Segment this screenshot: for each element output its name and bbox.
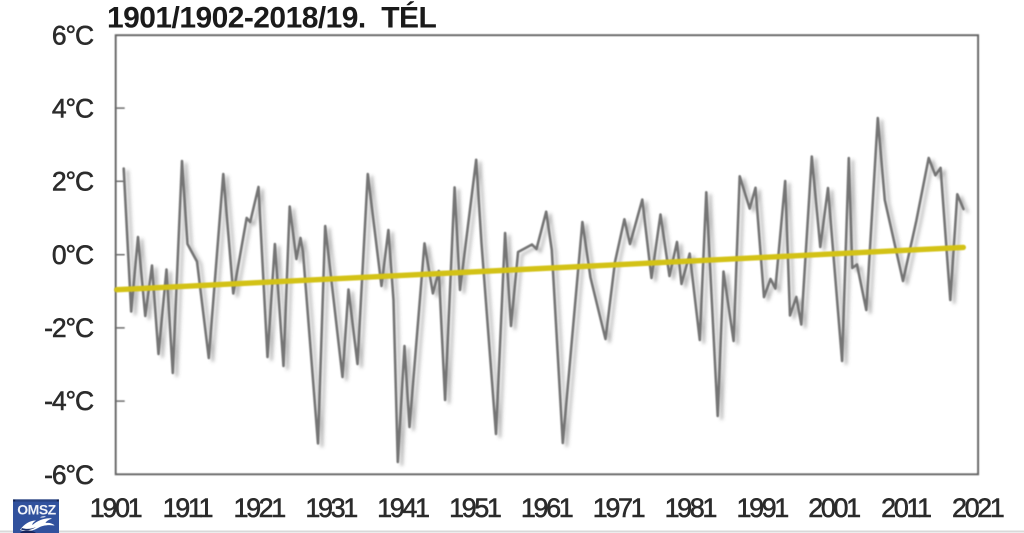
svg-text:OMSZ: OMSZ — [17, 502, 56, 518]
svg-text:1941: 1941 — [377, 493, 429, 523]
svg-text:1911: 1911 — [163, 493, 213, 523]
svg-text:1981: 1981 — [665, 493, 717, 523]
svg-text:-6°C: -6°C — [44, 460, 94, 490]
svg-text:1901/1902-2018/19. TÉL: 1901/1902-2018/19. TÉL — [107, 1, 436, 35]
svg-text:2°C: 2°C — [52, 167, 94, 197]
svg-text:1971: 1971 — [593, 493, 645, 523]
svg-text:1961: 1961 — [521, 493, 573, 523]
svg-text:-2°C: -2°C — [44, 313, 94, 343]
svg-text:2001: 2001 — [808, 493, 860, 523]
svg-text:4°C: 4°C — [52, 94, 94, 124]
svg-text:1931: 1931 — [305, 493, 357, 523]
svg-text:0°C: 0°C — [52, 240, 94, 270]
svg-text:1901: 1901 — [90, 493, 142, 523]
svg-text:6°C: 6°C — [52, 21, 94, 51]
svg-text:-4°C: -4°C — [44, 386, 94, 416]
svg-text:1921: 1921 — [233, 493, 285, 523]
svg-text:2021: 2021 — [952, 493, 1004, 523]
svg-text:2011: 2011 — [881, 493, 931, 523]
svg-text:1991: 1991 — [736, 493, 788, 523]
svg-text:1951: 1951 — [449, 493, 501, 523]
